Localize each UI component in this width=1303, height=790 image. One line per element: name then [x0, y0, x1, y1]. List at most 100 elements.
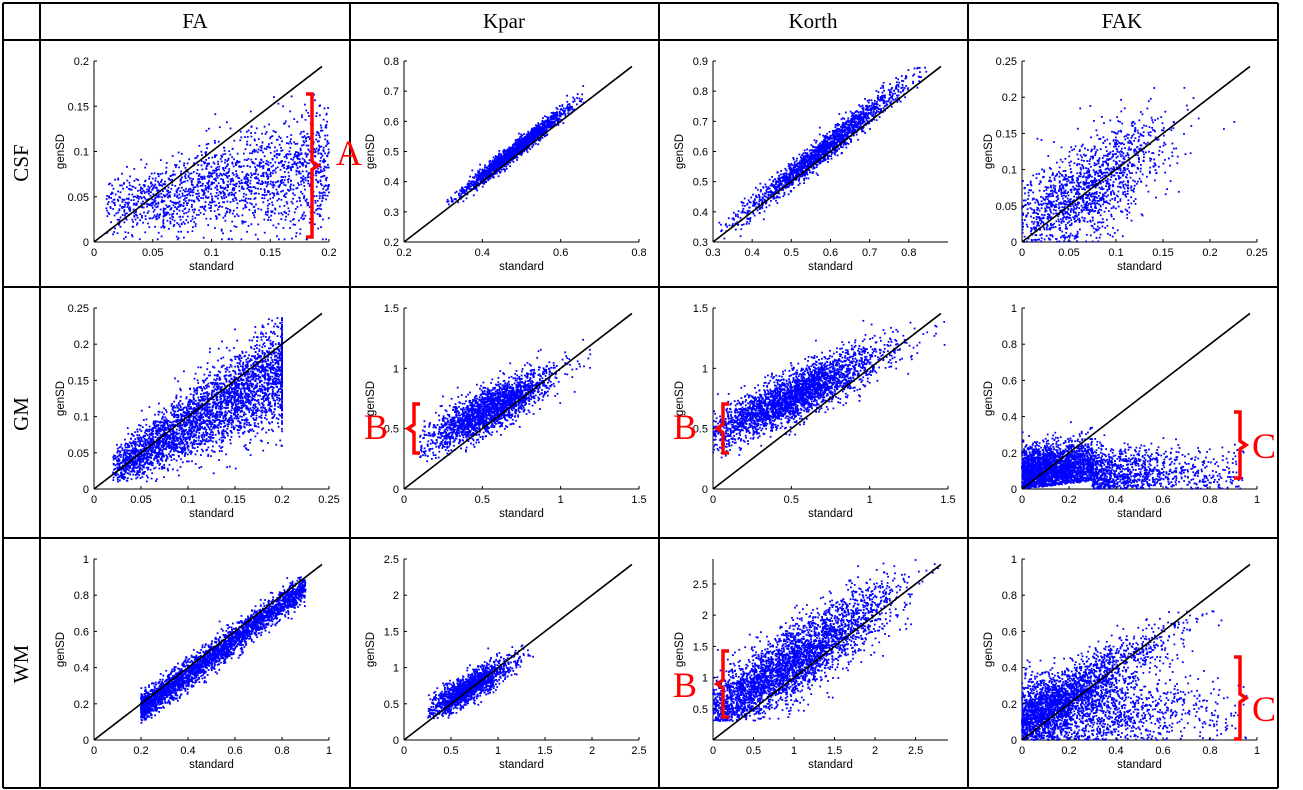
data-point	[157, 172, 160, 175]
data-point	[271, 158, 274, 161]
data-point	[247, 184, 249, 186]
data-point	[260, 159, 263, 161]
data-point	[519, 153, 522, 156]
data-point	[732, 223, 734, 225]
data-point	[170, 207, 173, 209]
data-point	[870, 104, 873, 107]
data-point	[272, 224, 275, 227]
data-point	[218, 190, 221, 193]
data-point	[255, 158, 257, 160]
data-point	[136, 216, 139, 219]
data-point	[152, 187, 154, 190]
data-point	[298, 184, 300, 186]
data-point	[269, 171, 272, 174]
data-point	[472, 181, 474, 183]
data-point	[232, 209, 235, 212]
data-point	[763, 210, 766, 213]
data-point	[816, 163, 819, 166]
data-point	[518, 137, 521, 140]
data-point	[297, 170, 300, 173]
data-point	[567, 107, 569, 110]
data-point	[495, 171, 498, 174]
data-point	[320, 176, 323, 178]
data-point	[130, 188, 133, 191]
data-point	[556, 117, 559, 120]
data-point	[235, 226, 238, 228]
data-point	[164, 187, 166, 190]
data-point	[303, 195, 306, 197]
data-point	[319, 203, 322, 206]
data-point	[187, 176, 190, 178]
data-point	[265, 171, 268, 174]
data-point	[188, 188, 190, 191]
data-point	[289, 110, 292, 113]
data-point	[184, 180, 186, 183]
data-point	[459, 194, 462, 197]
data-point	[244, 204, 247, 206]
data-point	[836, 124, 839, 127]
data-point	[303, 197, 305, 200]
data-point	[152, 210, 155, 213]
data-point	[281, 165, 284, 168]
data-point	[110, 221, 112, 224]
data-point	[315, 147, 318, 150]
data-point	[113, 202, 115, 205]
data-point	[148, 226, 151, 229]
data-point	[117, 190, 119, 193]
data-point	[223, 149, 226, 152]
data-point	[308, 115, 310, 117]
data-point	[152, 193, 155, 196]
data-point	[218, 174, 220, 177]
data-point	[882, 107, 885, 109]
data-point	[266, 178, 269, 180]
data-point	[212, 161, 215, 164]
data-point	[226, 184, 229, 186]
data-point	[204, 201, 207, 203]
data-point	[842, 146, 844, 149]
data-point	[177, 187, 180, 189]
data-point	[126, 186, 128, 189]
data-point	[302, 140, 305, 142]
data-point	[144, 180, 146, 183]
data-point	[184, 194, 186, 197]
data-point	[176, 208, 179, 211]
data-point	[318, 207, 321, 210]
data-point	[204, 195, 207, 198]
data-point	[230, 179, 233, 182]
data-point	[527, 139, 529, 142]
data-point	[508, 156, 511, 159]
data-point	[834, 133, 836, 135]
data-point	[287, 179, 289, 181]
data-point	[201, 184, 204, 187]
data-point	[561, 105, 564, 107]
data-point	[252, 212, 254, 214]
data-point	[477, 172, 480, 174]
data-point	[531, 133, 534, 136]
data-point	[215, 215, 217, 217]
data-point	[245, 173, 248, 176]
data-point	[199, 206, 202, 208]
data-point	[233, 225, 236, 228]
data-point	[286, 136, 289, 138]
data-point	[322, 194, 325, 197]
data-point	[160, 226, 163, 229]
data-point	[200, 160, 203, 162]
data-point	[159, 208, 162, 211]
data-point	[284, 120, 287, 123]
data-point	[305, 136, 308, 139]
data-point	[321, 200, 324, 202]
data-point	[302, 130, 305, 133]
data-point	[459, 195, 462, 198]
data-point	[174, 202, 176, 204]
data-point	[499, 153, 502, 155]
data-point	[897, 85, 900, 88]
data-point	[301, 192, 304, 195]
data-point	[236, 152, 239, 155]
data-point	[287, 207, 290, 210]
data-point	[771, 176, 773, 178]
data-point	[458, 194, 460, 197]
data-point	[266, 175, 268, 178]
data-point	[571, 108, 574, 111]
data-point	[213, 200, 216, 203]
